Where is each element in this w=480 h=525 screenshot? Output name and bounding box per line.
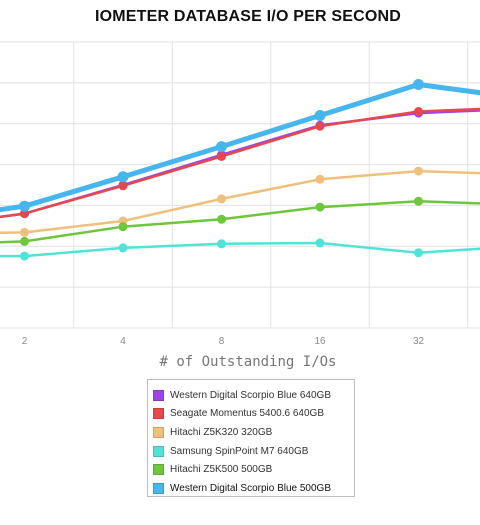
legend-label: Hitachi Z5K500 500GB (170, 464, 273, 476)
x-tick-label: 32 (413, 336, 425, 347)
data-point (315, 174, 325, 184)
data-point (314, 110, 326, 121)
legend-label: Seagate Momentus 5400.6 640GB (170, 408, 324, 420)
legend-swatch (153, 408, 164, 420)
data-point (20, 236, 29, 246)
legend-label: Western Digital Scorpio Blue 640GB (170, 389, 332, 401)
series-lines (0, 82, 480, 258)
legend-label: Western Digital Scorpio Blue 500GB (170, 482, 332, 494)
data-point (217, 194, 226, 204)
legend-swatch (153, 389, 164, 401)
x-axis-label: # of Outstanding I/Os (159, 354, 337, 370)
legend-label: Hitachi Z5K320 320GB (170, 426, 273, 438)
x-tick-labels: 2 4 8 16 32 (22, 336, 425, 347)
data-point (414, 248, 423, 258)
series-line (0, 200, 480, 244)
data-point (117, 171, 129, 183)
series-points (19, 79, 424, 261)
legend-item: Hitachi Z5K320 320GB (153, 423, 354, 442)
data-point (414, 107, 423, 116)
data-point (315, 121, 325, 131)
data-point (217, 214, 226, 224)
legend-item: Samsung SpinPoint M7 640GB (153, 442, 354, 461)
data-point (118, 222, 128, 232)
gridlines (0, 41, 480, 329)
x-tick-label: 2 (22, 336, 28, 347)
legend-swatch (153, 445, 164, 457)
x-tick-label: 8 (219, 336, 225, 347)
data-point (315, 202, 325, 212)
legend: Western Digital Scorpio Blue 640GB Seagat… (147, 379, 355, 497)
data-point (20, 251, 29, 261)
data-point (414, 166, 423, 176)
legend-label: Samsung SpinPoint M7 640GB (170, 445, 309, 457)
data-point (216, 141, 227, 153)
data-point (413, 79, 424, 90)
data-point (315, 238, 325, 248)
legend-item: Western Digital Scorpio Blue 500GB (153, 479, 354, 498)
series-line (0, 241, 480, 258)
data-point (217, 151, 226, 161)
series-line (0, 107, 480, 219)
x-tick-label: 4 (120, 336, 126, 347)
data-point (19, 200, 30, 212)
data-point (20, 209, 29, 219)
data-point (20, 227, 29, 237)
data-point (118, 181, 128, 191)
chart-title: IOMETER DATABASE I/O PER SECOND (94, 8, 402, 25)
legend-item: Seagate Momentus 5400.6 640GB (153, 405, 354, 424)
x-tick-label: 16 (314, 336, 326, 347)
legend-swatch (153, 464, 164, 476)
data-point (118, 243, 128, 253)
legend-item: Hitachi Z5K500 500GB (153, 460, 354, 479)
legend-swatch (153, 426, 164, 438)
legend-item: Western Digital Scorpio Blue 640GB (153, 386, 354, 405)
legend-swatch (153, 482, 164, 494)
data-point (217, 239, 226, 249)
data-point (414, 196, 423, 206)
series-line (0, 109, 480, 219)
